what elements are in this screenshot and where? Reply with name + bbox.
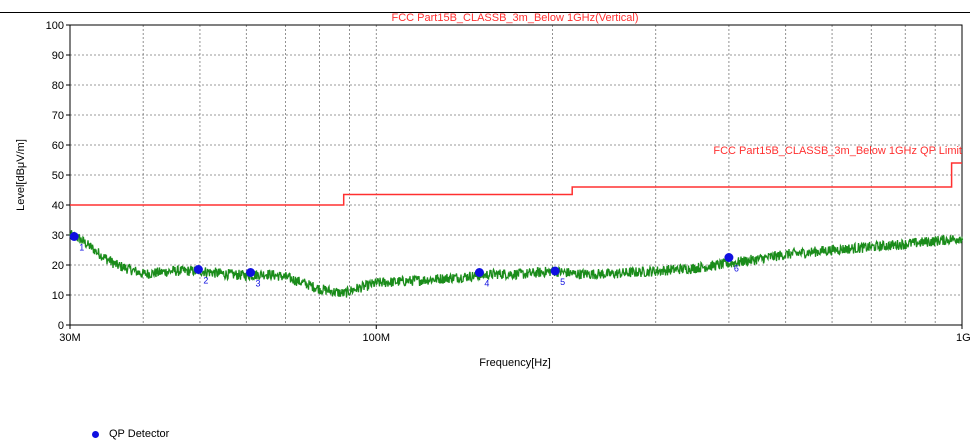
qp-point-label-6: 6 [734, 264, 739, 274]
x-tick-label-1: 100M [363, 332, 391, 344]
y-tick-label-9: 90 [52, 50, 64, 62]
y-tick-label-6: 60 [52, 140, 64, 152]
qp-point-label-3: 3 [256, 279, 261, 289]
x-tick-label-0: 30M [59, 332, 80, 344]
plot-border [69, 24, 963, 326]
qp-point-1 [69, 232, 79, 241]
y-tick-label-2: 20 [52, 260, 64, 272]
x-axis-label: Frequency[Hz] [479, 357, 551, 369]
legend-label-qp-detector: QP Detector [109, 428, 170, 440]
y-tick-label-4: 40 [52, 200, 64, 212]
limit-line-series [70, 162, 962, 206]
qp-point-label-4: 4 [484, 279, 489, 289]
legend: QP Detector [92, 428, 169, 440]
qp-point-4 [474, 268, 484, 277]
y-tick-label-0: 0 [58, 320, 64, 332]
qp-point-3 [246, 268, 256, 277]
qp-point-6 [724, 253, 734, 262]
limit-line-annotation: FCC Part15B_CLASSB_3m_Below 1GHz QP Limi… [713, 145, 962, 157]
qp-point-label-2: 2 [203, 276, 208, 286]
x-tick-label-2: 1G [956, 332, 970, 344]
chart-title: FCC Part15B_CLASSB_3m_Below 1GHz(Vertica… [392, 12, 639, 24]
qp-point-5 [550, 266, 560, 276]
qp-point-label-5: 5 [560, 277, 565, 287]
measured-trace-series [69, 230, 964, 298]
y-tick-label-10: 100 [46, 20, 64, 32]
plot-area: 0 10 20 30 40 50 60 70 80 90 100 30M 100M 1G 1 2 3 4 5 6 [46, 20, 970, 344]
y-tick-label-3: 30 [52, 230, 64, 242]
y-axis-label: Level[dBμV/m] [15, 139, 27, 211]
y-tick-label-1: 10 [52, 290, 64, 302]
y-tick-label-8: 80 [52, 80, 64, 92]
qp-point-label-1: 1 [79, 243, 84, 253]
qp-point-2 [193, 265, 203, 274]
qp-detector-marker-icon [92, 430, 99, 438]
y-tick-label-5: 50 [52, 170, 64, 182]
y-tick-label-7: 70 [52, 110, 64, 122]
